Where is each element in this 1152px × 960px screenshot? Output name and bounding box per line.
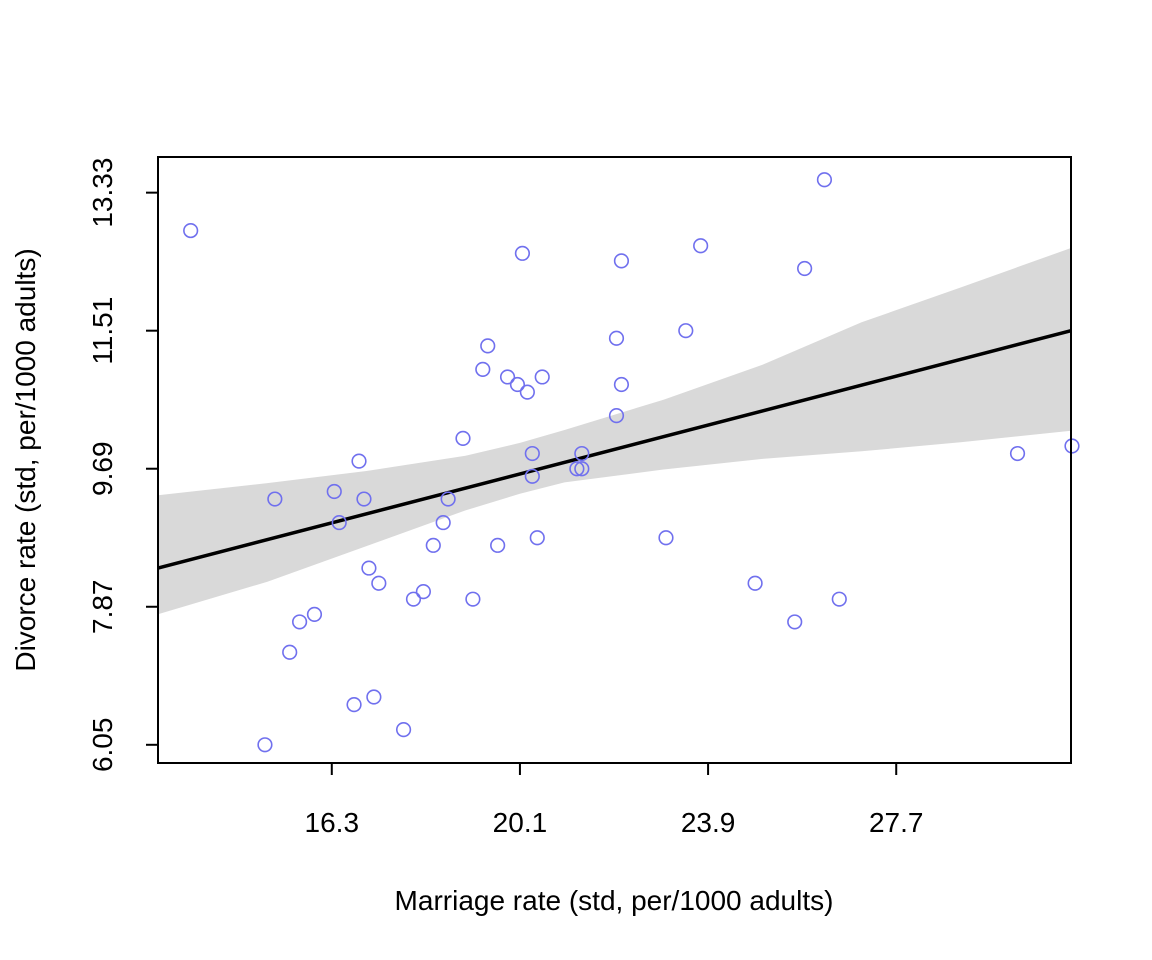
data-point xyxy=(613,253,630,269)
data-point xyxy=(509,376,526,393)
data-point xyxy=(787,614,803,630)
data-point xyxy=(569,461,585,477)
points-layer xyxy=(183,172,1080,753)
data-point xyxy=(326,483,342,500)
x-axis-label: Marriage rate (std, per/1000 adults) xyxy=(395,885,834,916)
x-tick-label: 20.1 xyxy=(493,807,548,838)
data-point xyxy=(306,606,323,622)
data-point xyxy=(292,614,308,630)
data-point xyxy=(524,445,540,462)
data-point xyxy=(514,245,531,261)
y-axis-label: Divorce rate (std, per/1000 adults) xyxy=(10,248,41,671)
data-point xyxy=(331,514,347,531)
data-point xyxy=(257,737,273,753)
confidence-band-layer xyxy=(158,248,1071,615)
data-point xyxy=(465,591,481,607)
data-point xyxy=(395,722,412,738)
data-point xyxy=(361,560,377,576)
data-point xyxy=(490,537,506,553)
data-point xyxy=(747,575,763,591)
data-point xyxy=(693,238,709,254)
data-point xyxy=(351,453,367,469)
y-tick-label: 11.51 xyxy=(87,297,118,365)
data-point xyxy=(797,260,813,277)
y-tick-label: 7.87 xyxy=(87,580,118,635)
data-point xyxy=(435,514,451,531)
data-point xyxy=(1009,445,1026,462)
data-point xyxy=(608,408,625,424)
data-point xyxy=(282,644,298,660)
data-point xyxy=(678,323,694,339)
data-point xyxy=(346,696,362,713)
x-tick-label: 23.9 xyxy=(681,807,736,838)
data-point xyxy=(183,222,199,239)
y-tick-label: 6.05 xyxy=(87,718,118,773)
data-point xyxy=(356,491,372,507)
regression-line xyxy=(157,328,1072,570)
x-tick-label: 16.3 xyxy=(305,807,360,838)
x-tick-label: 27.7 xyxy=(869,807,924,838)
data-point xyxy=(816,172,833,188)
data-point xyxy=(574,461,590,477)
data-point xyxy=(831,591,847,607)
data-point xyxy=(534,369,550,385)
data-point xyxy=(267,491,283,507)
data-point xyxy=(519,384,535,400)
data-point xyxy=(613,376,630,393)
data-point xyxy=(608,330,625,346)
y-axis: 6.05 7.87 9.69 11.51 13.33 xyxy=(87,158,159,773)
y-tick-label: 9.69 xyxy=(87,441,118,496)
data-point xyxy=(366,689,382,705)
y-tick-label: 13.33 xyxy=(87,158,118,228)
data-point xyxy=(499,369,516,385)
regression-line-layer xyxy=(157,328,1072,570)
data-point xyxy=(425,537,441,553)
data-point xyxy=(529,530,545,546)
data-point xyxy=(475,361,491,377)
data-point xyxy=(371,575,387,591)
data-point xyxy=(480,338,496,354)
data-point xyxy=(574,445,590,462)
data-point xyxy=(440,491,456,507)
data-point xyxy=(524,468,540,484)
data-point xyxy=(415,583,431,600)
confidence-band xyxy=(158,248,1071,615)
data-point xyxy=(405,591,422,607)
data-point xyxy=(455,430,471,446)
x-axis: 16.3 20.1 23.9 27.7 xyxy=(305,762,924,838)
data-point xyxy=(658,530,674,546)
